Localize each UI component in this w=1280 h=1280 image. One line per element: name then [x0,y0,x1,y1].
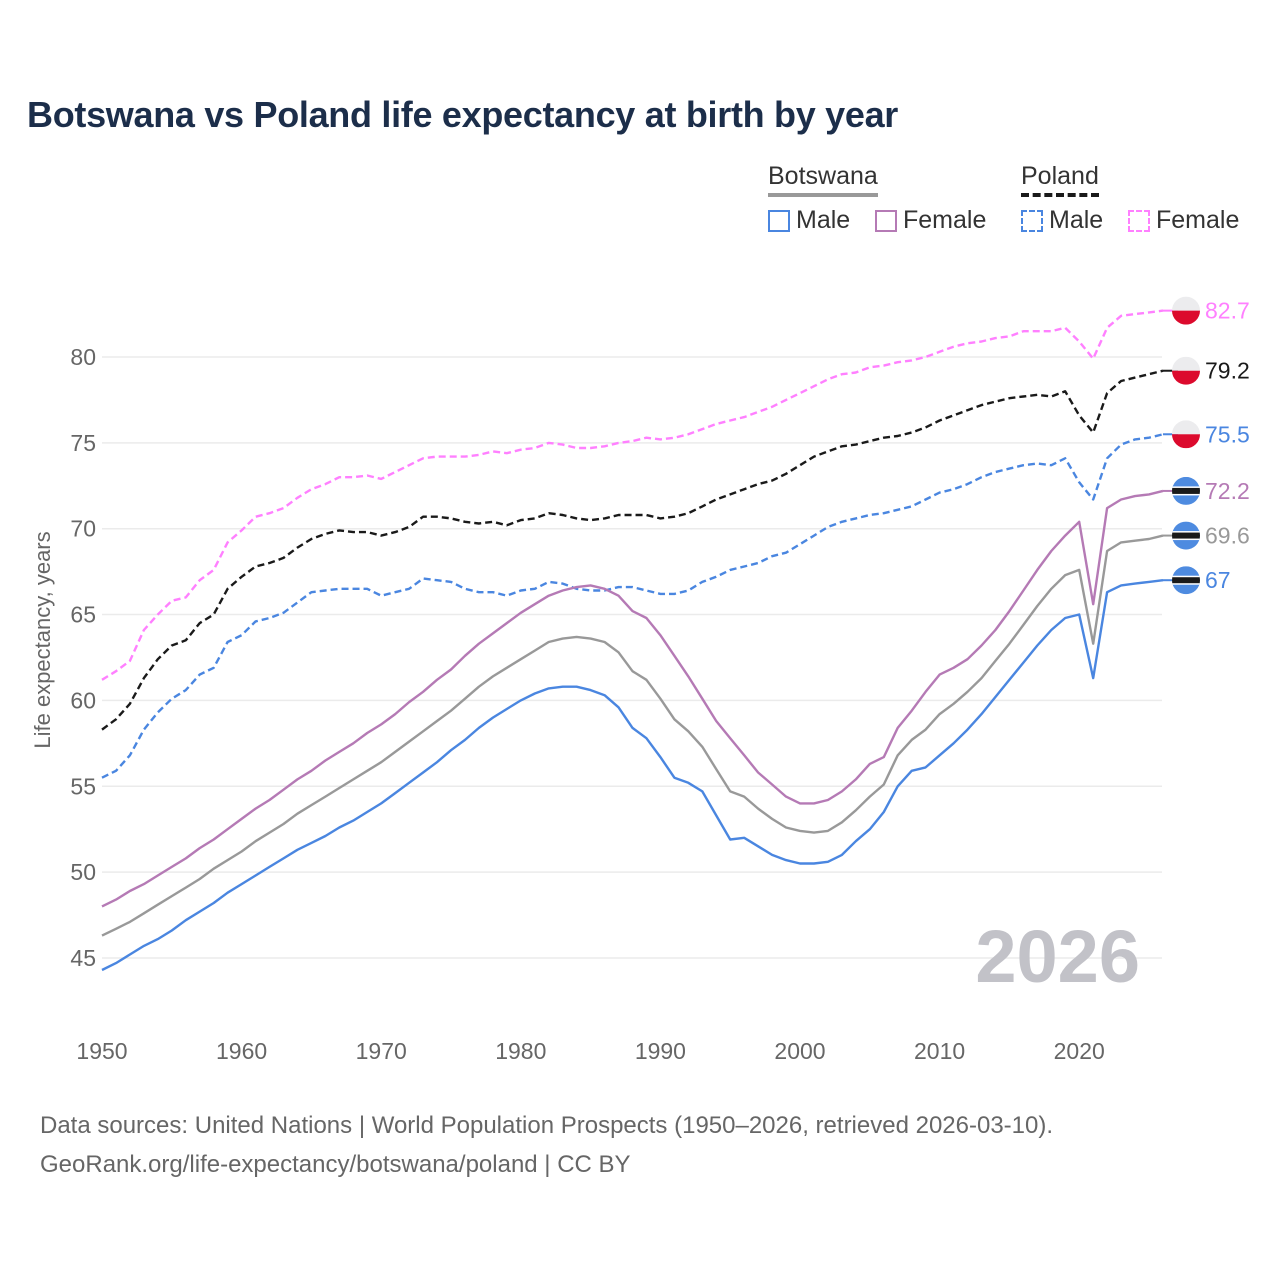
series-lines [101,309,1164,972]
series-line-botswana-female [101,489,1164,908]
legend-swatch [768,209,790,232]
end-value-label: 67 [1205,567,1231,593]
legend-swatch [1128,209,1150,232]
series-line-botswana [101,534,1164,937]
botswana-flag-icon [1172,566,1200,595]
botswana-flag-icon [1172,476,1200,505]
legend-item-poland-male[interactable]: Male [1021,206,1103,235]
end-value-label: 79.2 [1205,358,1250,384]
chart-title: Botswana vs Poland life expectancy at bi… [27,94,899,135]
legend-swatch [1021,209,1043,232]
footer: Data sources: United Nations | World Pop… [40,1106,1053,1184]
y-tick-label: 80 [70,344,96,370]
year-watermark: 2026 [975,915,1140,998]
x-tick-label: 1990 [635,1038,686,1064]
y-tick-label: 60 [70,687,96,713]
legend-item-botswana-female[interactable]: Female [875,206,986,235]
line-chart: 45 50 55 60 65 70 75 80 1950 1960 1970 1980 1990 200… [30,296,1250,1064]
series-line-poland-male [101,433,1164,779]
x-tick-label: 2000 [774,1038,825,1064]
source-link[interactable]: GeoRank.org/life-expectancy/botswana/pol… [40,1151,631,1178]
x-tick-label: 1970 [356,1038,407,1064]
end-value-label: 82.7 [1205,298,1250,324]
legend-group-poland: Poland [1021,162,1099,197]
end-value-label: 69.6 [1205,523,1250,549]
legend-item-poland-female[interactable]: Female [1128,206,1239,235]
legend-swatch [875,209,897,232]
x-tick-label: 1980 [495,1038,546,1064]
legend-label: Male [1049,206,1104,234]
poland-flag-icon [1172,296,1200,325]
y-tick-label: 45 [70,945,96,971]
end-labels: 82.7 79.2 75.5 72.2 69.6 67 [1162,296,1250,595]
x-tick-label: 2020 [1054,1038,1105,1064]
y-tick-label: 50 [70,859,96,885]
x-tick-label: 1960 [216,1038,267,1064]
y-tick-label: 65 [70,602,96,628]
x-axis-ticks: 1950 1960 1970 1980 1990 2000 2010 2020 [76,1038,1104,1064]
x-tick-label: 2010 [914,1038,965,1064]
legend-item-botswana-male[interactable]: Male [768,206,850,235]
y-axis-label: Life expectancy, years [30,531,55,748]
end-value-label: 75.5 [1205,421,1250,447]
y-tick-label: 75 [70,430,96,456]
series-line-poland-female [101,309,1164,681]
botswana-flag-icon [1172,521,1200,550]
series-line-poland [101,369,1164,731]
poland-flag-icon [1172,356,1200,385]
gridlines [102,356,1162,959]
y-axis-ticks: 45 50 55 60 65 70 75 80 [70,344,96,971]
y-tick-label: 70 [70,516,96,542]
data-source-text: Data sources: United Nations | World Pop… [40,1112,1054,1139]
legend-label: Female [903,206,987,234]
series-line-botswana-male [101,579,1164,972]
legend-group-botswana: Botswana [768,162,878,197]
x-tick-label: 1950 [76,1038,127,1064]
end-value-label: 72.2 [1205,478,1250,504]
legend-label: Female [1156,206,1240,234]
legend-label: Male [796,206,851,234]
y-tick-label: 55 [70,773,96,799]
poland-flag-icon [1172,420,1200,449]
